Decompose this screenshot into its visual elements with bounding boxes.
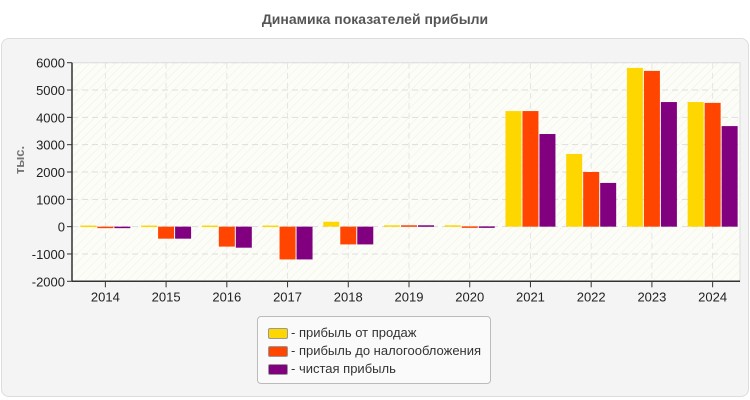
- bar-3-2015: [175, 226, 192, 239]
- bar-1-2021: [505, 111, 522, 227]
- bar-2-2020: [461, 226, 478, 228]
- legend-item: - прибыль от продаж: [268, 325, 416, 341]
- bar-1-2016: [201, 225, 218, 228]
- bar-3-2020: [478, 226, 495, 228]
- legend-label: - прибыль до налогообложения: [291, 343, 482, 358]
- bar-3-2017: [296, 226, 313, 260]
- y-tick-label: 5000: [36, 83, 65, 98]
- y-tick-label: 1000: [36, 192, 65, 207]
- bar-3-2014: [114, 226, 131, 229]
- bar-1-2017: [262, 225, 279, 228]
- bar-1-2015: [141, 225, 158, 228]
- y-axis-label: тыс.: [12, 146, 27, 174]
- legend-item: - чистая прибыль: [268, 361, 396, 377]
- x-tick-label: 2015: [152, 289, 181, 304]
- x-tick-label: 2024: [698, 289, 727, 304]
- bar-3-2019: [418, 225, 434, 227]
- x-tick-label: 2018: [334, 289, 363, 304]
- bar-2-2021: [522, 111, 539, 227]
- bar-2-2018: [340, 226, 357, 245]
- bar-2-2014: [97, 226, 114, 229]
- legend-label: - прибыль от продаж: [291, 325, 417, 340]
- x-tick-label: 2016: [212, 289, 241, 304]
- legend-label: - чистая прибыль: [291, 361, 396, 376]
- bar-1-2024: [687, 102, 704, 227]
- bar-1-2020: [444, 225, 461, 227]
- bar-1-2022: [566, 153, 583, 227]
- chart-title: Динамика показателей прибыли: [261, 11, 489, 27]
- bar-3-2022: [600, 182, 617, 227]
- y-tick-label: 2000: [36, 165, 65, 180]
- y-tick-label: 0: [58, 220, 65, 235]
- x-tick-label: 2023: [637, 289, 666, 304]
- bar-3-2016: [235, 226, 252, 248]
- bar-2-2015: [158, 226, 175, 239]
- legend: - прибыль от продаж - прибыль до налогооб…: [257, 316, 491, 384]
- bar-2-2019: [401, 225, 417, 227]
- x-tick-label: 2019: [395, 289, 424, 304]
- y-tick-label: 3000: [36, 138, 65, 153]
- y-tick-label: -2000: [32, 274, 65, 289]
- bar-2-2016: [218, 226, 235, 247]
- legend-item: - прибыль до налогообложения: [268, 343, 481, 359]
- legend-swatch: [268, 345, 288, 357]
- x-tick-label: 2021: [516, 289, 545, 304]
- bar-2-2017: [279, 226, 296, 260]
- legend-swatch: [268, 327, 288, 339]
- bar-3-2018: [357, 226, 374, 245]
- bar-2-2022: [583, 172, 600, 227]
- y-tick-label: 6000: [36, 56, 65, 71]
- bar-2-2023: [643, 70, 660, 227]
- bar-3-2024: [721, 126, 738, 227]
- bar-1-2014: [80, 225, 97, 228]
- bar-3-2023: [660, 102, 677, 227]
- y-tick-label: -1000: [32, 247, 65, 262]
- x-tick-label: 2017: [273, 289, 302, 304]
- x-tick-label: 2022: [577, 289, 606, 304]
- legend-swatch: [268, 363, 288, 375]
- bar-3-2021: [539, 134, 556, 227]
- x-tick-label: 2020: [455, 289, 484, 304]
- bar-1-2023: [626, 67, 643, 227]
- bar-1-2018: [323, 221, 340, 227]
- bar-2-2024: [704, 102, 721, 227]
- bar-1-2019: [384, 225, 400, 227]
- y-tick-label: 4000: [36, 110, 65, 125]
- x-tick-label: 2014: [91, 289, 120, 304]
